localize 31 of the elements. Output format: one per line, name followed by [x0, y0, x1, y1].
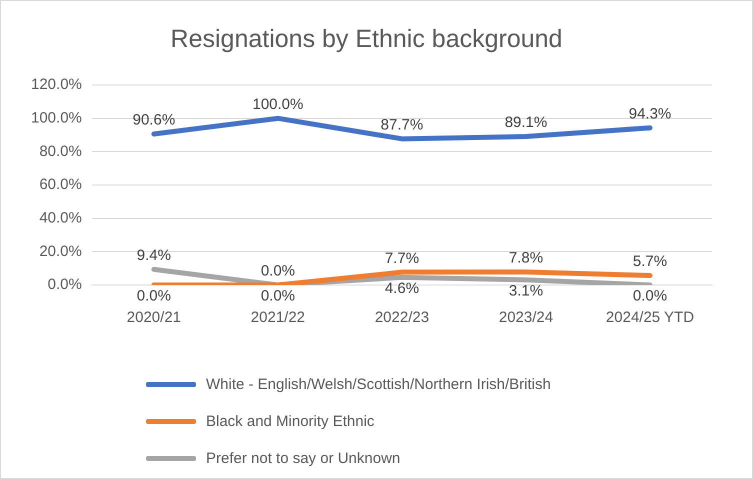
data-label: 9.4%	[136, 246, 171, 264]
y-tick-label: 100.0%	[31, 109, 82, 126]
x-tick-label: 2021/22	[250, 309, 306, 326]
data-label: 0.0%	[260, 288, 296, 305]
data-label: 87.7%	[380, 116, 424, 134]
y-tick-label: 60.0%	[39, 176, 82, 194]
data-label: 100.0%	[252, 96, 304, 113]
y-tick-label: 20.0%	[39, 242, 82, 260]
x-tick-label: 2023/24	[498, 309, 554, 326]
data-label: 0.0%	[260, 262, 296, 280]
y-tick-label: 80.0%	[39, 142, 82, 160]
legend-label: White - English/Welsh/Scottish/Northern Irish/British	[206, 376, 551, 393]
data-label: 3.1%	[508, 282, 544, 300]
data-label: 0.0%	[632, 288, 668, 305]
data-label: 5.7%	[632, 253, 668, 270]
data-label: 4.6%	[384, 280, 420, 297]
y-tick-label: 40.0%	[39, 209, 82, 226]
legend-label: Prefer not to say or Unknown	[206, 450, 400, 467]
y-tick-label: 120.0%	[31, 76, 82, 94]
legend-label: Black and Minority Ethnic	[206, 413, 374, 430]
data-label: 7.7%	[384, 250, 420, 267]
y-tick-label: 0.0%	[48, 276, 82, 294]
data-label: 0.0%	[136, 288, 171, 305]
x-tick-label: 2022/23	[374, 309, 430, 326]
data-label: 94.3%	[628, 105, 672, 122]
data-label: 7.8%	[508, 250, 544, 267]
data-label: 90.6%	[132, 112, 176, 129]
data-label: 89.1%	[504, 114, 548, 132]
x-tick-label: 2024/25 YTD	[606, 309, 694, 326]
chart-title: Resignations by Ethnic background	[170, 24, 562, 53]
x-tick-label: 2020/21	[126, 309, 182, 326]
